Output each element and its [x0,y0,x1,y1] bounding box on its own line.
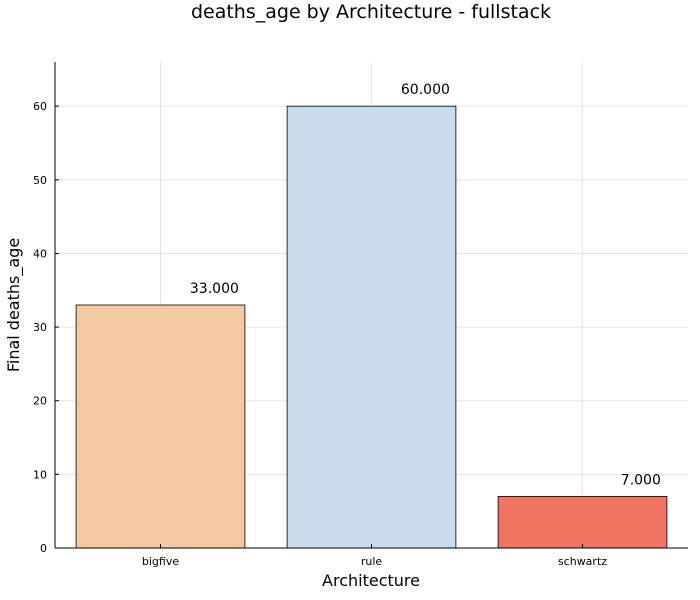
data-label-bigfive: 33.000 [190,281,239,297]
data-label-rule: 60.000 [401,82,450,98]
x-axis-label: Architecture [322,571,420,590]
bar-bigfive [75,304,246,549]
chart-title: deaths_age by Architecture - fullstack [191,1,551,23]
data-label-schwartz: 7.000 [621,472,661,488]
y-tick-label: 20 [33,395,47,408]
y-tick-label: 40 [33,247,47,260]
bar-schwartz [497,496,668,549]
x-tick-label-rule: rule [361,555,383,568]
x-tick-label-bigfive: bigfive [142,555,179,568]
x-tick-label-schwartz: schwartz [558,555,607,568]
y-tick-label: 50 [33,174,47,187]
data-labels: 33.000 60.000 7.000 [190,82,661,488]
y-tick-label: 60 [33,100,47,113]
y-tick-label: 0 [40,542,47,555]
bar-rule [286,105,457,549]
y-axis-label: Final deaths_age [4,238,24,372]
y-tick-label: 30 [33,321,47,334]
ticks: 0 10 20 30 40 50 60 bigfive rule schwartz [33,100,607,568]
y-tick-label: 10 [33,468,47,481]
